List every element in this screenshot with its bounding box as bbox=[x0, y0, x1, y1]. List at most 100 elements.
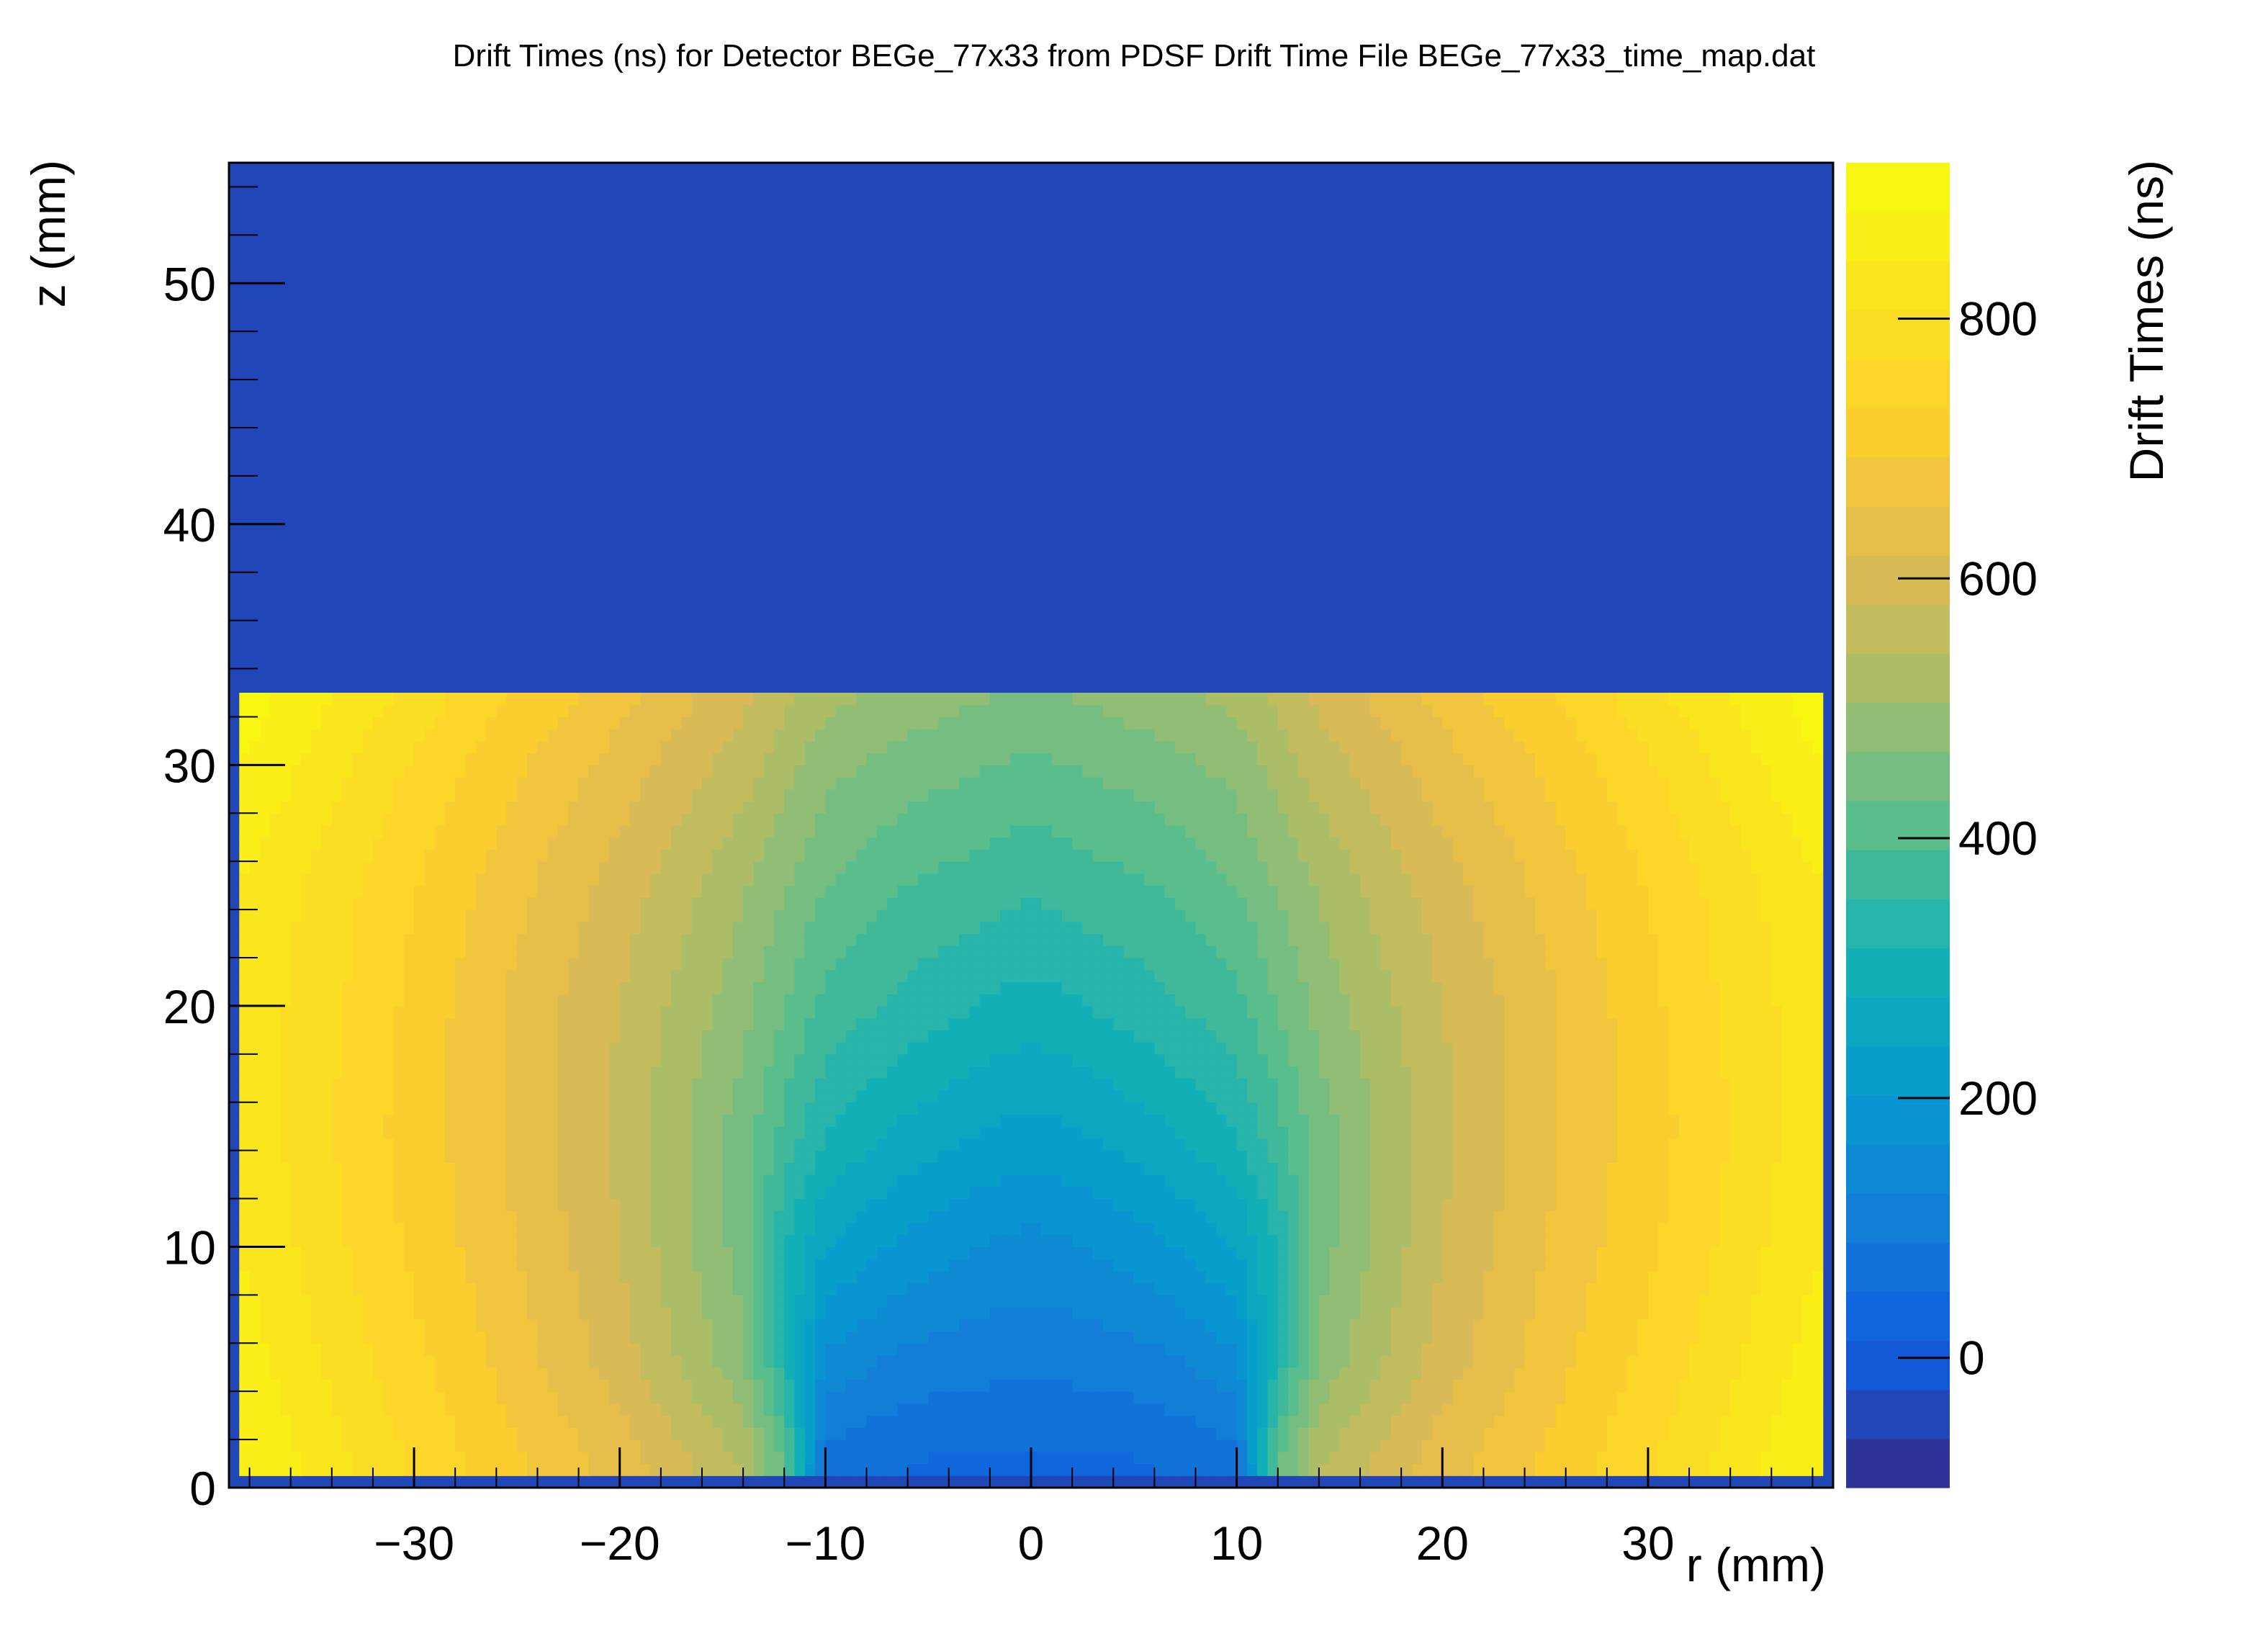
heatmap-cell bbox=[753, 1198, 765, 1211]
heatmap-cell bbox=[825, 1090, 837, 1103]
heatmap-cell bbox=[784, 1198, 796, 1211]
heatmap-cell bbox=[455, 1162, 467, 1175]
heatmap-cell bbox=[1226, 1282, 1238, 1295]
heatmap-cell bbox=[414, 1162, 425, 1175]
heatmap-cell bbox=[1761, 1439, 1772, 1452]
heatmap-cell bbox=[290, 1270, 302, 1284]
heatmap-cell bbox=[1123, 1451, 1135, 1465]
heatmap-cell bbox=[1689, 1355, 1700, 1368]
heatmap-cell bbox=[393, 1223, 405, 1236]
heatmap-cell bbox=[1812, 1307, 1824, 1320]
heatmap-cell bbox=[938, 1355, 950, 1368]
heatmap-cell bbox=[1565, 1234, 1577, 1248]
heatmap-cell bbox=[845, 1427, 857, 1440]
heatmap-cell bbox=[1102, 1270, 1114, 1284]
heatmap-cell bbox=[650, 1174, 662, 1187]
heatmap-cell bbox=[1174, 1270, 1186, 1284]
heatmap-cell bbox=[609, 1090, 621, 1103]
heatmap-cell bbox=[1545, 1102, 1556, 1115]
heatmap-cell bbox=[1288, 1223, 1299, 1236]
heatmap-cell bbox=[1185, 1451, 1197, 1465]
heatmap-cell bbox=[1226, 1234, 1238, 1248]
heatmap-cell bbox=[1329, 1259, 1341, 1272]
heatmap-cell bbox=[1730, 1090, 1742, 1103]
heatmap-cell bbox=[496, 1174, 508, 1187]
heatmap-cell bbox=[722, 1150, 734, 1163]
heatmap-cell bbox=[516, 1415, 528, 1428]
heatmap-cell bbox=[239, 1415, 251, 1428]
heatmap-cell bbox=[516, 1427, 528, 1440]
heatmap-cell bbox=[1761, 1234, 1772, 1248]
heatmap-cell bbox=[352, 1210, 364, 1223]
heatmap-cell bbox=[1061, 1259, 1073, 1272]
heatmap-cell bbox=[434, 1138, 446, 1151]
heatmap-cell bbox=[434, 1150, 446, 1163]
heatmap-cell bbox=[537, 1102, 549, 1115]
heatmap-cell bbox=[1298, 1391, 1310, 1404]
heatmap-cell bbox=[1195, 1138, 1207, 1151]
heatmap-cell bbox=[619, 1198, 631, 1211]
heatmap-cell bbox=[1802, 1246, 1814, 1259]
heatmap-cell bbox=[321, 1259, 333, 1272]
heatmap-cell bbox=[1339, 1331, 1351, 1344]
heatmap-cell bbox=[1277, 1463, 1289, 1476]
heatmap-cell bbox=[1565, 1223, 1577, 1236]
heatmap-cell bbox=[1051, 1282, 1063, 1295]
heatmap-cell bbox=[1318, 1234, 1330, 1248]
heatmap-cell bbox=[1185, 1246, 1197, 1259]
heatmap-cell bbox=[928, 1343, 940, 1356]
heatmap-cell bbox=[1534, 1210, 1546, 1223]
heatmap-cell bbox=[1267, 1391, 1279, 1404]
heatmap-cell bbox=[1678, 1162, 1690, 1175]
heatmap-cell bbox=[1380, 1210, 1392, 1223]
heatmap-cell bbox=[1606, 1379, 1618, 1392]
heatmap-cell bbox=[259, 1246, 271, 1259]
heatmap-cell bbox=[1061, 1198, 1073, 1211]
heatmap-cell bbox=[1174, 1343, 1186, 1356]
heatmap-cell bbox=[547, 1367, 559, 1380]
heatmap-cell bbox=[527, 1259, 539, 1272]
heatmap-cell bbox=[825, 1174, 837, 1187]
heatmap-cell bbox=[496, 1126, 508, 1139]
heatmap-cell bbox=[270, 1403, 282, 1416]
heatmap-cell bbox=[1216, 1138, 1227, 1151]
heatmap-cell bbox=[1329, 1126, 1341, 1139]
heatmap-cell bbox=[948, 1415, 960, 1428]
heatmap-cell bbox=[1298, 1234, 1310, 1248]
heatmap-cell bbox=[1246, 1198, 1258, 1211]
heatmap-cell bbox=[1051, 1295, 1063, 1308]
heatmap-cell bbox=[331, 1367, 343, 1380]
heatmap-cell bbox=[1719, 1126, 1731, 1139]
heatmap-cell bbox=[1555, 1270, 1567, 1284]
heatmap-cell bbox=[1421, 1439, 1433, 1452]
heatmap-cell bbox=[732, 1234, 744, 1248]
heatmap-cell bbox=[1401, 1114, 1413, 1127]
heatmap-cell bbox=[578, 1451, 590, 1465]
heatmap-cell bbox=[311, 1282, 323, 1295]
heatmap-cell bbox=[1123, 1307, 1135, 1320]
heatmap-cell bbox=[1771, 1186, 1783, 1200]
heatmap-cell bbox=[804, 1439, 816, 1452]
heatmap-cell bbox=[1709, 1162, 1721, 1175]
heatmap-cell bbox=[321, 1367, 333, 1380]
heatmap-cell bbox=[856, 1282, 868, 1295]
heatmap-cell bbox=[558, 1174, 569, 1187]
heatmap-cell bbox=[1647, 1282, 1659, 1295]
heatmap-cell bbox=[300, 1210, 312, 1223]
heatmap-cell bbox=[1277, 1379, 1289, 1392]
heatmap-cell bbox=[1791, 1102, 1803, 1115]
heatmap-cell bbox=[1524, 1451, 1536, 1465]
heatmap-cell bbox=[1020, 1367, 1032, 1380]
heatmap-cell bbox=[701, 1282, 713, 1295]
heatmap-cell bbox=[1575, 1234, 1587, 1248]
heatmap-cell bbox=[424, 1318, 436, 1332]
heatmap-cell bbox=[1329, 1270, 1341, 1284]
heatmap-cell bbox=[352, 1415, 364, 1428]
heatmap-cell bbox=[609, 1234, 621, 1248]
heatmap-cell bbox=[1205, 1174, 1217, 1187]
heatmap-cell bbox=[1617, 1331, 1628, 1344]
heatmap-cell bbox=[1627, 1391, 1639, 1404]
heatmap-cell bbox=[1360, 1270, 1371, 1284]
heatmap-cell bbox=[938, 1403, 950, 1416]
heatmap-cell bbox=[691, 1415, 703, 1428]
